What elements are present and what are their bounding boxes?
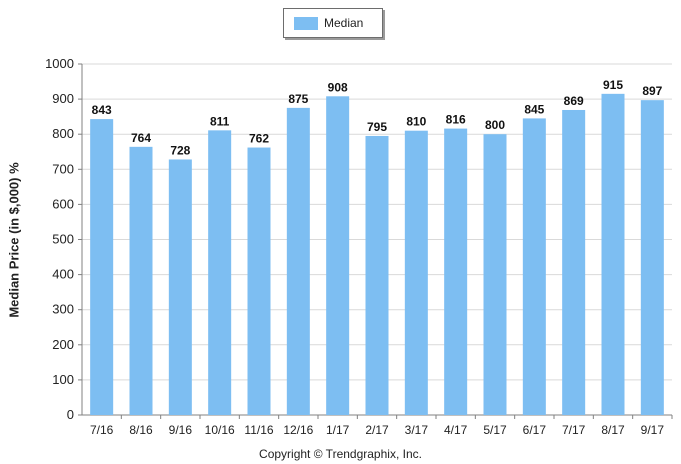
- bar: [326, 96, 350, 416]
- y-tick-label: 100: [52, 372, 74, 387]
- data-label: 728: [170, 143, 190, 157]
- legend: Median: [283, 8, 383, 38]
- x-tick-label: 9/17: [641, 423, 665, 437]
- bar: [640, 100, 664, 415]
- x-tick-label: 5/17: [483, 423, 507, 437]
- y-tick-label: 500: [52, 232, 74, 247]
- x-tick-label: 2/17: [365, 423, 389, 437]
- x-tick-label: 8/16: [129, 423, 153, 437]
- y-tick-label: 0: [67, 407, 74, 422]
- y-tick-label: 400: [52, 267, 74, 282]
- data-label: 810: [406, 115, 426, 129]
- bar: [601, 93, 625, 416]
- y-tick-label: 1000: [45, 56, 74, 71]
- x-tick-label: 7/16: [90, 423, 114, 437]
- bar: [168, 159, 192, 415]
- data-label: 764: [131, 131, 151, 145]
- bar: [90, 119, 114, 416]
- bar: [562, 109, 586, 415]
- legend-swatch: [294, 16, 318, 30]
- bar: [129, 146, 153, 415]
- tick-labels: 0 100 200 300 400 500 600 700 800 900 1000 7/16 8/16…: [45, 56, 664, 437]
- x-tick-label: 11/16: [244, 423, 273, 437]
- data-label: 908: [328, 80, 348, 94]
- data-label: 811: [210, 114, 230, 128]
- data-label: 762: [249, 132, 269, 146]
- copyright-text: Copyright © Trendgraphix, Inc.: [259, 447, 422, 461]
- data-label: 800: [485, 118, 505, 132]
- y-tick-label: 600: [52, 196, 74, 211]
- x-tick-label: 1/17: [326, 423, 350, 437]
- y-tick-label: 800: [52, 126, 74, 141]
- x-tick-label: 4/17: [444, 423, 468, 437]
- bar: [247, 147, 271, 415]
- x-tick-label: 10/16: [205, 423, 235, 437]
- bar: [522, 118, 546, 415]
- x-tick-label: 7/17: [562, 423, 586, 437]
- bar: [365, 135, 389, 415]
- bar: [483, 134, 507, 415]
- y-axis-title: Median Price (in $,000) %: [6, 162, 22, 318]
- y-tick-label: 700: [52, 161, 74, 176]
- data-label: 875: [288, 92, 308, 106]
- data-label: 897: [642, 84, 662, 98]
- x-tick-label: 12/16: [283, 423, 313, 437]
- data-label: 795: [367, 120, 387, 134]
- bars: [90, 93, 664, 416]
- data-label: 845: [524, 102, 544, 116]
- x-tick-label: 8/17: [601, 423, 625, 437]
- data-label: 915: [603, 78, 623, 92]
- y-tick-label: 900: [52, 91, 74, 106]
- x-tick-label: 9/16: [169, 423, 193, 437]
- x-tick-label: 6/17: [523, 423, 547, 437]
- bar: [404, 130, 428, 415]
- bar: [208, 130, 232, 416]
- data-label: 843: [92, 103, 112, 117]
- bar: [444, 128, 468, 416]
- y-tick-label: 300: [52, 302, 74, 317]
- x-tick-label: 3/17: [405, 423, 429, 437]
- data-label: 869: [564, 94, 584, 108]
- y-tick-label: 200: [52, 337, 74, 352]
- data-labels: 843 764 728 811 762 875 908 795 810 816 800 845 869 9…: [92, 78, 663, 158]
- data-label: 816: [446, 113, 466, 127]
- legend-label: Median: [324, 16, 364, 30]
- bar: [286, 107, 310, 415]
